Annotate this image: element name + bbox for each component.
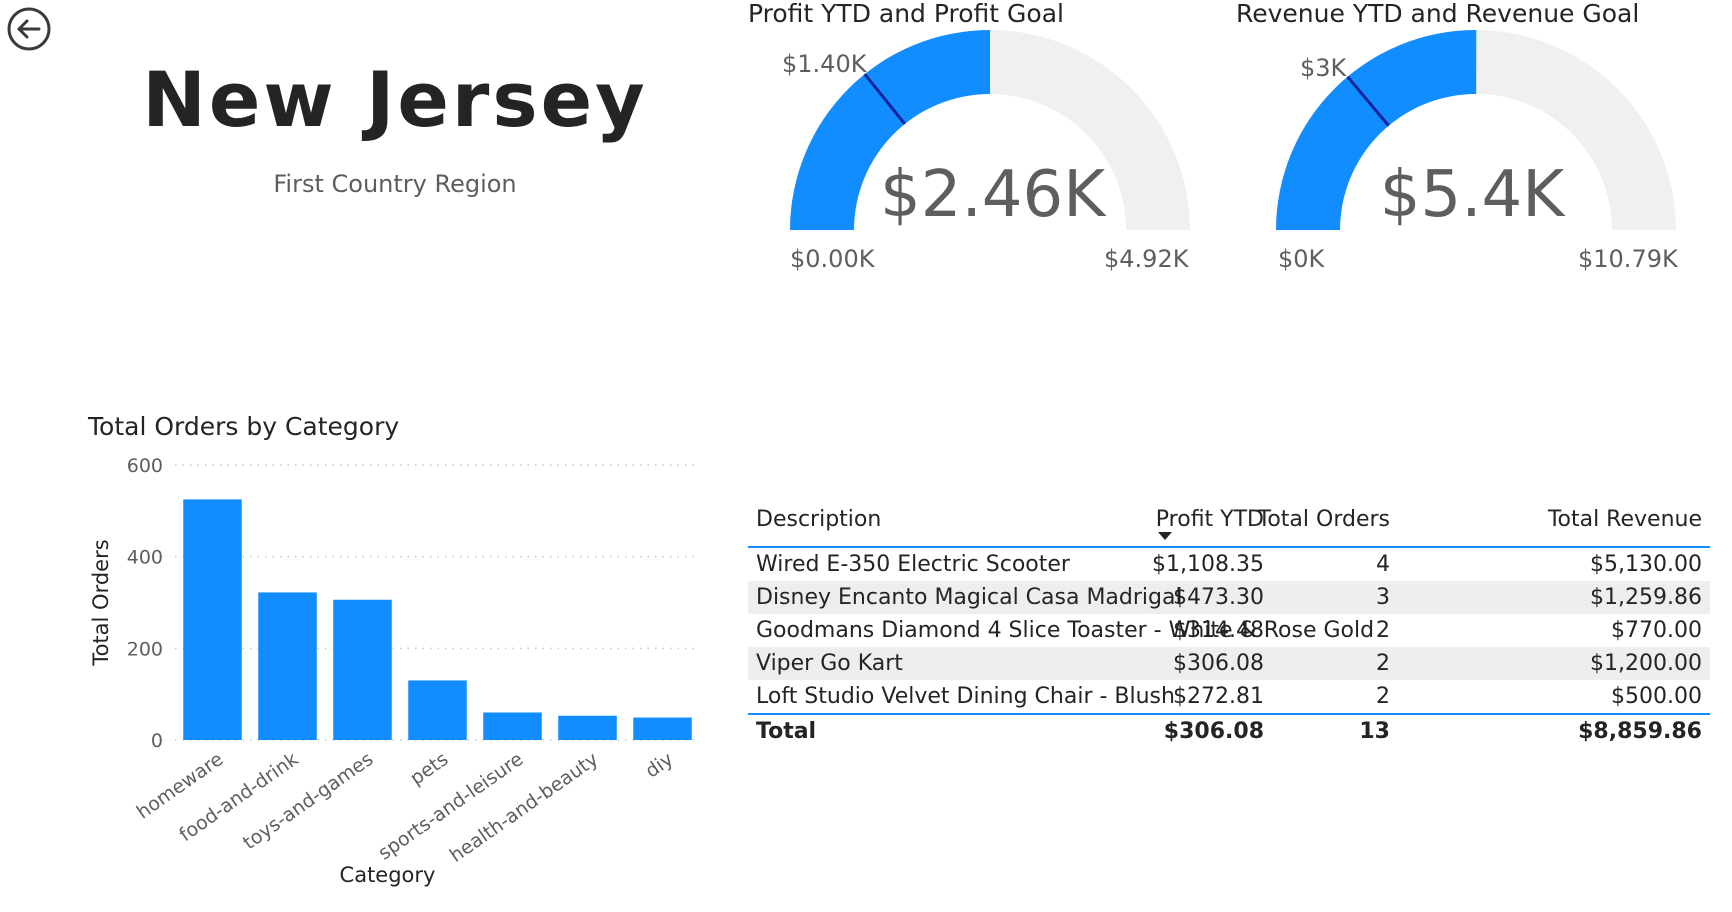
- product-table: Description Profit YTD Total Orders Tota…: [748, 498, 1710, 748]
- x-tick-label: toys-and-games: [239, 748, 377, 854]
- cell-description: Wired E-350 Electric Scooter: [756, 552, 1070, 577]
- back-arrow-icon: [17, 19, 41, 39]
- page-subtitle: First Country Region: [273, 170, 517, 198]
- cell-description: Viper Go Kart: [756, 651, 903, 676]
- cell-description: Disney Encanto Magical Casa Madrigal: [756, 585, 1182, 610]
- bar-sports-and-leisure[interactable]: [483, 712, 542, 741]
- profit-gauge: [790, 30, 1190, 230]
- sort-descending-icon: [1157, 532, 1172, 540]
- cell-total-orders: 2: [1376, 651, 1390, 676]
- gauge-target-marker: [1346, 75, 1390, 127]
- x-tick-label: diy: [641, 748, 677, 782]
- cell-total-revenue: $1,259.86: [1590, 585, 1702, 610]
- y-tick-label: 400: [127, 547, 163, 569]
- cell-total-orders: 3: [1376, 585, 1390, 610]
- profit-gauge-target-label: $1.40K: [782, 50, 867, 78]
- x-axis-title: Category: [340, 863, 436, 887]
- column-header-description[interactable]: Description: [756, 507, 882, 532]
- table-header-row: Description Profit YTD Total Orders Tota…: [748, 498, 1710, 548]
- bar-toys-and-games[interactable]: [333, 599, 392, 740]
- column-header-total-orders[interactable]: Total Orders: [1257, 507, 1390, 532]
- cell-profit-ytd: $1,108.35: [1152, 552, 1264, 577]
- cell-profit-ytd: $314.48: [1173, 618, 1264, 643]
- column-header-total-revenue[interactable]: Total Revenue: [1547, 507, 1702, 532]
- y-axis-title: Total Orders: [89, 539, 113, 666]
- cell-profit-ytd: $473.30: [1173, 585, 1264, 610]
- gauge-target-marker: [863, 73, 906, 125]
- bar-homeware[interactable]: [183, 499, 242, 740]
- revenue-gauge-target-label: $3K: [1300, 54, 1347, 82]
- y-tick-label: 600: [127, 455, 163, 477]
- cell-total-revenue: $500.00: [1611, 684, 1702, 709]
- bar-pets[interactable]: [408, 680, 467, 740]
- profit-gauge-max-label: $4.92K: [1104, 245, 1189, 273]
- revenue-gauge-value: $5.4K: [1379, 158, 1565, 232]
- profit-gauge-value: $2.46K: [880, 158, 1106, 232]
- cell-description: Loft Studio Velvet Dining Chair - Blush: [756, 684, 1175, 709]
- bar-chart-title: Total Orders by Category: [88, 412, 400, 441]
- cell-total-orders: 2: [1376, 684, 1390, 709]
- table-row[interactable]: Goodmans Diamond 4 Slice Toaster - White…: [748, 614, 1710, 647]
- back-button[interactable]: [6, 6, 52, 52]
- cell-total-orders: 2: [1376, 618, 1390, 643]
- cell-total-revenue: $1,200.00: [1590, 651, 1702, 676]
- total-orders: 13: [1359, 719, 1390, 744]
- x-tick-label: pets: [406, 748, 452, 790]
- cell-total-revenue: $770.00: [1611, 618, 1702, 643]
- column-header-profit-ytd[interactable]: Profit YTD: [1156, 498, 1264, 542]
- column-header-profit-ytd-label: Profit YTD: [1155, 507, 1264, 532]
- table-row[interactable]: Wired E-350 Electric Scooter $1,108.35 4 $5…: [748, 548, 1710, 581]
- table-row[interactable]: Loft Studio Velvet Dining Chair - Blush $…: [748, 680, 1710, 713]
- cell-profit-ytd: $272.81: [1173, 684, 1264, 709]
- gauge-fill: [1276, 30, 1477, 230]
- cell-total-revenue: $5,130.00: [1590, 552, 1702, 577]
- table-body: Wired E-350 Electric Scooter $1,108.35 4 $5…: [748, 548, 1710, 713]
- revenue-gauge-title: Revenue YTD and Revenue Goal: [1236, 0, 1640, 28]
- total-revenue: $8,859.86: [1578, 719, 1702, 744]
- page-title: New Jersey: [142, 55, 648, 144]
- total-profit-ytd: $306.08: [1163, 719, 1264, 744]
- y-tick-label: 200: [127, 638, 163, 660]
- y-tick-label: 0: [151, 730, 163, 752]
- profit-gauge-min-label: $0.00K: [790, 245, 875, 273]
- bar-food-and-drink[interactable]: [258, 592, 317, 740]
- table-total-row: Total $306.08 13 $8,859.86: [748, 713, 1710, 748]
- profit-gauge-title: Profit YTD and Profit Goal: [748, 0, 1064, 28]
- revenue-gauge-min-label: $0K: [1278, 245, 1325, 273]
- revenue-gauge: [1276, 30, 1676, 230]
- total-label: Total: [756, 719, 817, 744]
- bar-health-and-beauty[interactable]: [558, 715, 617, 740]
- table-row[interactable]: Viper Go Kart $306.08 2 $1,200.00: [748, 647, 1710, 680]
- gauge-fill: [790, 30, 990, 230]
- cell-profit-ytd: $306.08: [1173, 651, 1264, 676]
- revenue-gauge-max-label: $10.79K: [1578, 245, 1678, 273]
- cell-total-orders: 4: [1376, 552, 1390, 577]
- table-row[interactable]: Disney Encanto Magical Casa Madrigal $473…: [748, 581, 1710, 614]
- bar-diy[interactable]: [633, 717, 692, 740]
- orders-by-category-chart: 0200400600homewarefood-and-drinktoys-and…: [89, 455, 700, 887]
- cell-description: Goodmans Diamond 4 Slice Toaster - White…: [756, 618, 1375, 643]
